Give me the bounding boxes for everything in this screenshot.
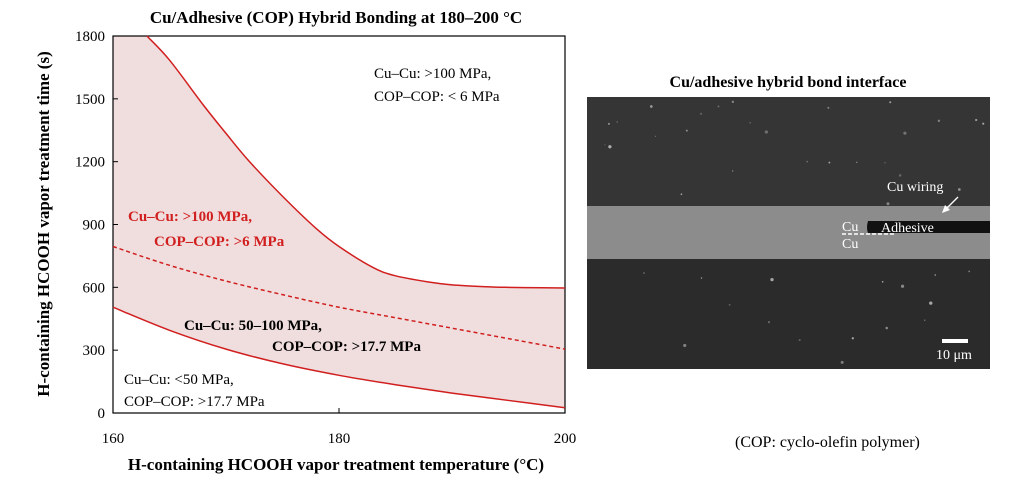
y-tick-label: 0 — [98, 406, 106, 422]
label-cu-top: Cu — [842, 220, 858, 235]
speckle — [900, 284, 905, 288]
annotation-mid-line2: COP–COP: >17.7 MPa — [272, 339, 421, 355]
speckle — [731, 100, 735, 104]
speckle — [856, 161, 858, 163]
y-tick-label: 300 — [83, 343, 106, 359]
speckle — [798, 339, 801, 342]
speckle — [770, 277, 774, 282]
speckle — [840, 360, 844, 364]
y-tick-label: 900 — [83, 218, 106, 234]
series-line-1 — [146, 35, 566, 289]
speckle — [828, 161, 831, 164]
y-tick-label: 600 — [83, 280, 106, 296]
annotation-top-right-line1: Cu–Cu: >100 MPa, — [374, 66, 491, 82]
speckle — [886, 202, 890, 206]
scale-bar — [942, 339, 968, 343]
speckle — [968, 270, 971, 273]
speckle — [649, 105, 653, 108]
upper-adhesive-layer — [587, 97, 990, 206]
speckle — [889, 101, 892, 104]
label-cu-wiring: Cu wiring — [887, 180, 943, 195]
speckle — [643, 272, 645, 274]
label-adhesive: Adhesive — [881, 221, 934, 236]
annotation-top-right-line2: COP–COP: < 6 MPa — [374, 89, 500, 105]
speckle — [975, 118, 978, 122]
annotation-red-line1: Cu–Cu: >100 MPa, — [128, 209, 252, 225]
chart-title: Cu/Adhesive (COP) Hybrid Bonding at 180–… — [150, 8, 522, 27]
speckle — [732, 170, 734, 172]
annotation-mid-line1: Cu–Cu: 50–100 MPa, — [184, 318, 322, 334]
annotation-bottom-left-line1: Cu–Cu: <50 MPa, — [124, 372, 234, 388]
speckle — [827, 106, 830, 109]
speckle — [764, 130, 769, 134]
y-tick-label: 1200 — [75, 155, 105, 171]
speckle — [982, 122, 985, 125]
micrograph-title: Cu/adhesive hybrid bond interface — [670, 74, 907, 91]
speckle — [749, 122, 751, 124]
speckle — [699, 112, 703, 115]
footnote: (COP: cyclo-olefin polymer) — [735, 434, 920, 451]
series-line-3 — [112, 306, 566, 409]
speckle — [898, 174, 902, 177]
speckle — [607, 122, 610, 125]
speckle — [717, 105, 720, 108]
sem-micrograph: Cu wiring Cu Cu Adhesive 10 μm — [587, 97, 990, 369]
speckle — [957, 188, 961, 191]
x-tick-label: 180 — [328, 431, 351, 447]
lower-adhesive-layer — [587, 259, 990, 369]
speckle — [806, 160, 809, 163]
speckle — [680, 193, 683, 196]
speckle — [937, 119, 941, 123]
speckle — [767, 321, 770, 324]
annotation-red-line2: COP–COP: >6 MPa — [154, 234, 285, 250]
series-line-2 — [112, 245, 566, 350]
scale-bar-label: 10 μm — [936, 348, 972, 363]
speckle — [700, 277, 703, 279]
annotation-bottom-left-line2: COP–COP: >17.7 MPa — [124, 394, 265, 410]
speckle — [929, 301, 933, 305]
y-tick-label: 1800 — [75, 29, 105, 45]
speckle — [654, 135, 656, 137]
adhesive-inclusion — [867, 221, 990, 233]
micrograph-speckles — [604, 100, 985, 364]
speckle — [924, 319, 926, 321]
plot-area: 0 300 600 900 1200 1500 1800 160 180 200 — [75, 29, 576, 447]
speckle — [616, 121, 618, 123]
x-axis-label: H-containing HCOOH vapor treatment tempe… — [128, 455, 544, 474]
speckle — [683, 343, 687, 348]
speckle — [608, 145, 612, 149]
speckle — [934, 274, 937, 276]
y-tick-label: 1500 — [75, 92, 105, 108]
speckle — [851, 337, 854, 340]
speckle — [728, 303, 731, 306]
x-tick-label: 160 — [102, 431, 125, 447]
feasible-region-fill — [113, 36, 565, 408]
speckle — [885, 326, 888, 330]
speckle — [881, 280, 884, 283]
label-cu-bottom: Cu — [842, 237, 858, 252]
speckle — [604, 144, 606, 146]
x-tick-label: 200 — [554, 431, 577, 447]
y-axis-label: H-containing HCOOH vapor treatment time … — [34, 51, 53, 396]
cu-wiring-arrow-head — [942, 205, 950, 213]
speckle — [884, 162, 886, 164]
speckle — [903, 131, 907, 135]
speckle — [685, 129, 688, 132]
